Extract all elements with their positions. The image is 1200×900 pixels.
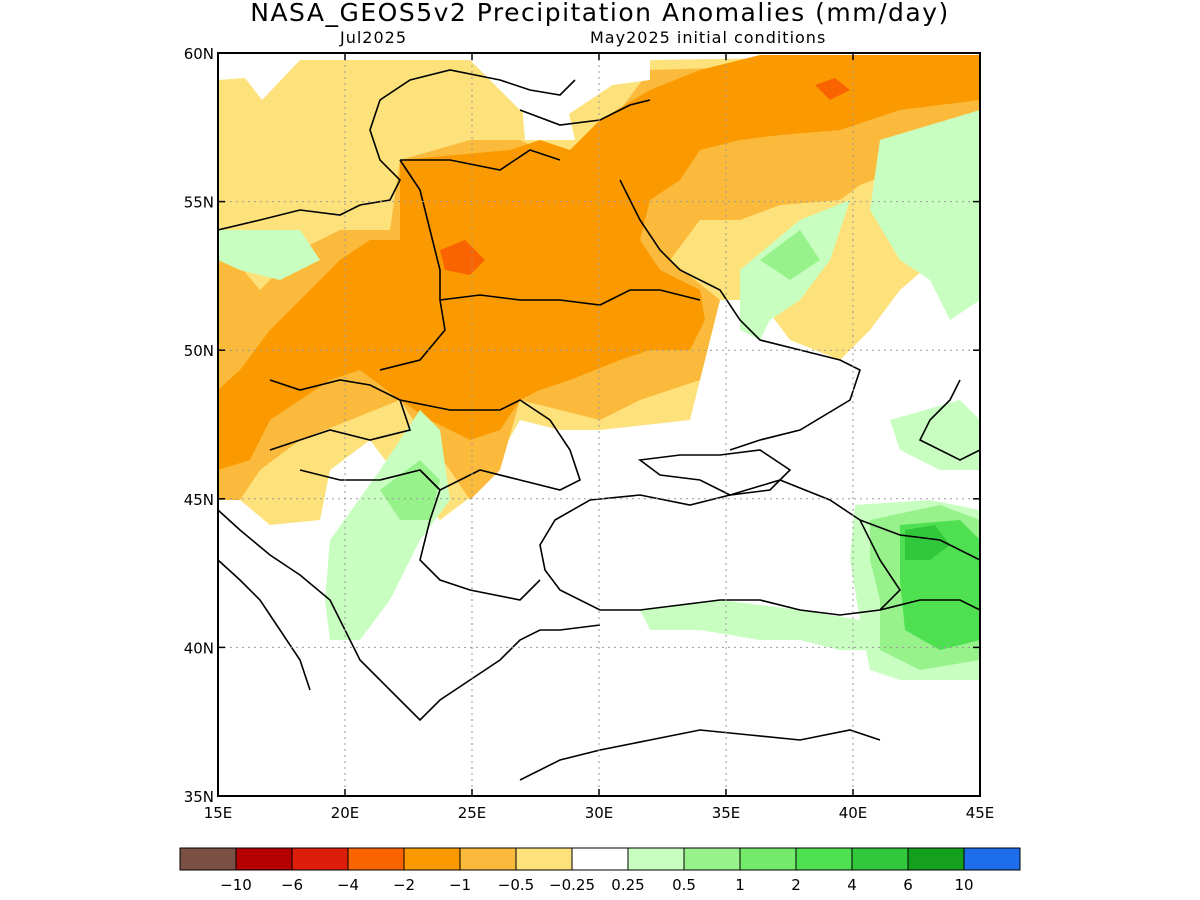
colorbar-swatch — [235, 847, 293, 871]
colorbar-label: 1 — [735, 876, 745, 894]
colorbar-label: −1 — [449, 876, 471, 894]
latitude-axis: 35N 40N 45N 50N 55N 60N — [184, 45, 980, 806]
anomaly-region-wet-moderate-east — [760, 230, 820, 280]
colorbar-swatch — [963, 847, 1021, 871]
colorbar-label: 2 — [791, 876, 801, 894]
border-poland — [379, 159, 446, 371]
colorbar: −10 −6 −4 −2 −1 −0.5 −0.25 0.25 0.5 1 2 4 6 10 — [179, 847, 1021, 894]
anomaly-region-wet-light-west — [218, 230, 320, 280]
anomaly-region-dry-severe-east — [815, 78, 850, 100]
coastlines-and-borders — [218, 69, 980, 781]
colorbar-label: −10 — [220, 876, 252, 894]
anomaly-region-wet-light-north-east — [870, 110, 980, 320]
border-turkey-east — [879, 599, 980, 611]
anomaly-region-dry-strong — [218, 55, 980, 470]
colorbar-swatch — [179, 847, 237, 871]
colorbar-swatch — [515, 847, 573, 871]
anatolia-south-coast — [519, 729, 881, 781]
lat-tick-label: 35N — [184, 788, 214, 806]
gridlines — [218, 53, 980, 796]
anomaly-region-wet-light-east — [890, 400, 980, 470]
azov-sea-coastline — [637, 449, 792, 496]
colorbar-swatch — [403, 847, 461, 871]
border-russia-ukraine — [619, 179, 861, 451]
aegean-coastline — [379, 624, 601, 722]
colorbar-label: 0.5 — [672, 876, 696, 894]
lat-tick-label: 50N — [184, 342, 214, 360]
forecast-month: Jul2025 — [340, 28, 408, 47]
italy-coastline — [218, 559, 311, 691]
colorbar-label: 4 — [847, 876, 857, 894]
longitude-axis: 15E 20E 25E 30E 35E 40E 45E — [204, 53, 995, 822]
colorbar-label: −6 — [281, 876, 303, 894]
anomaly-region-wet-light-anatolia-north — [640, 600, 880, 650]
lat-tick-label: 55N — [184, 194, 214, 212]
map-title: NASA_GEOS5v2 Precipitation Anomalies (mm… — [250, 0, 950, 27]
colorbar-label: 6 — [903, 876, 913, 894]
border-caucasus — [859, 519, 980, 561]
border-hungary — [269, 379, 412, 451]
lon-tick-label: 15E — [204, 804, 233, 822]
colorbar-label: 0.25 — [611, 876, 644, 894]
colorbar-swatch — [851, 847, 909, 871]
colorbar-swatch — [459, 847, 517, 871]
border-belarus-ukraine — [439, 289, 701, 306]
lon-tick-label: 20E — [331, 804, 360, 822]
anomaly-region-neutral-north — [575, 55, 650, 90]
border-lithuania-latvia — [400, 149, 561, 171]
colorbar-label: −4 — [337, 876, 359, 894]
anomaly-fields — [218, 55, 980, 680]
colorbar-swatch — [291, 847, 349, 871]
colorbar-swatch — [347, 847, 405, 871]
colorbar-swatch — [795, 847, 853, 871]
lon-tick-label: 45E — [966, 804, 995, 822]
lon-tick-label: 40E — [839, 804, 868, 822]
colorbar-swatch — [739, 847, 797, 871]
lon-tick-label: 35E — [712, 804, 741, 822]
colorbar-swatch — [683, 847, 741, 871]
lat-tick-label: 40N — [184, 639, 214, 657]
anomaly-region-dry-severe — [440, 240, 485, 275]
colorbar-swatch — [571, 847, 629, 871]
baltic-coastline — [218, 69, 576, 231]
colorbar-label: −0.25 — [549, 876, 595, 894]
lon-tick-label: 30E — [585, 804, 614, 822]
anomaly-region-neutral-north-west — [520, 75, 575, 140]
colorbar-label: 10 — [954, 876, 973, 894]
lat-tick-label: 45N — [184, 491, 214, 509]
anomaly-region-wet-very-strong-caucasus — [905, 525, 950, 560]
adriatic-coastline — [218, 509, 381, 681]
caspian-coastline — [918, 379, 980, 461]
colorbar-label: −2 — [393, 876, 415, 894]
lat-tick-label: 60N — [184, 45, 214, 63]
colorbar-label: −0.5 — [498, 876, 534, 894]
border-romania — [399, 399, 581, 491]
gulf-coastline — [519, 99, 651, 126]
black-sea-coastline — [539, 479, 902, 616]
lon-tick-label: 25E — [458, 804, 487, 822]
colorbar-swatch — [627, 847, 685, 871]
colorbar-swatch — [907, 847, 965, 871]
initial-conditions: May2025 initial conditions — [590, 28, 827, 47]
border-balkans — [299, 469, 541, 601]
